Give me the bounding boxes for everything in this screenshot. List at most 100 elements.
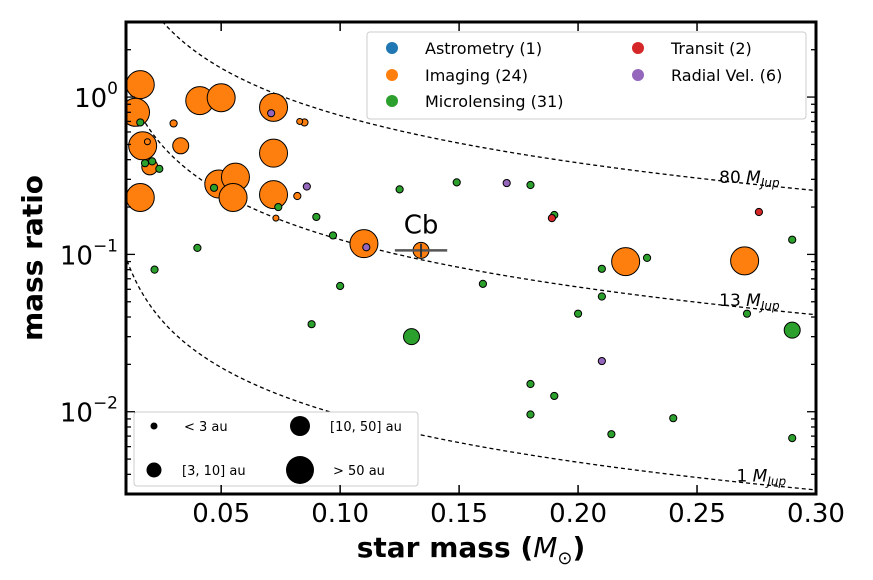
point-imaging-1 <box>126 97 151 127</box>
point-imaging-18 <box>272 214 280 222</box>
point-microlensing-15 <box>478 279 487 288</box>
point-imaging-20 <box>349 229 379 259</box>
x-tick-label: 0.20 <box>549 499 607 529</box>
size-legend-marker <box>290 416 310 436</box>
legend-box <box>366 31 807 120</box>
point-microlensing-17 <box>526 379 535 389</box>
point-microlensing-11 <box>336 281 345 291</box>
point-microlensing-22 <box>597 264 606 273</box>
annotation-layer: 80 MJup 13 MJup 1 MJup Cb <box>394 168 786 489</box>
mass-curves <box>126 22 816 491</box>
point-imaging-13 <box>259 138 289 168</box>
point-imaging-11 <box>218 182 248 212</box>
y-tick-label: 10−2 <box>60 394 118 429</box>
legend-marker <box>632 42 644 54</box>
point-microlensing-0 <box>136 118 145 127</box>
point-microlensing-16 <box>526 180 535 190</box>
legend-marker <box>386 69 398 81</box>
size-legend-label: [3, 10] au <box>182 464 246 479</box>
point-imaging-15 <box>293 191 302 201</box>
point-imaging-22 <box>611 247 641 277</box>
legend-marker <box>632 69 644 81</box>
point-microlensing-18 <box>526 410 535 419</box>
point-microlensing-29 <box>788 433 797 443</box>
legend-label: Transit (2) <box>670 39 752 58</box>
point-microlensing-28 <box>788 235 797 244</box>
size-legend-marker <box>286 456 314 484</box>
point-microlensing-10 <box>328 231 338 240</box>
point-microlensing-7 <box>274 202 283 212</box>
y-tick-label: 10−1 <box>60 236 118 271</box>
category-legend: Astrometry (1) Imaging (24) Microlensing (… <box>366 31 807 120</box>
x-axis-title: star mass (M⊙) <box>357 531 586 569</box>
x-tick-label: 0.05 <box>192 499 250 529</box>
point-transit-1 <box>754 207 764 217</box>
curve-label-13-mjup: 13 MJup <box>719 291 780 313</box>
data-points <box>126 70 824 443</box>
size-legend-label: [10, 50] au <box>330 420 402 435</box>
mass-curve-1-mjup <box>126 255 816 491</box>
legend-label: Microlensing (31) <box>425 92 564 111</box>
axis-ticks: 0.05 0.10 0.15 0.20 0.25 0.30 100 10−1 10−2 <box>60 21 845 529</box>
point-microlensing-9 <box>312 212 321 222</box>
point-microlensing-21 <box>573 309 583 318</box>
point-imaging-19 <box>143 138 151 146</box>
point-microlensing-2 <box>148 157 157 166</box>
point-microlensing-8 <box>307 320 316 329</box>
y-tick-label: 100 <box>74 79 118 114</box>
point-imaging-0 <box>126 70 155 100</box>
point-imaging-6 <box>172 137 190 155</box>
mass-curve-80-mjup <box>161 22 816 192</box>
size-legend: < 3 au [10, 50] au [3, 10] au > 50 au <box>133 411 419 487</box>
point-imaging-14 <box>259 180 289 210</box>
plot-frame <box>124 20 818 496</box>
point-microlensing-5 <box>193 243 202 252</box>
legend-marker <box>386 42 398 54</box>
x-tick-label: 0.15 <box>430 499 488 529</box>
point-microlensing-30 <box>783 321 801 339</box>
curve-label-80-mjup: 80 MJup <box>719 168 780 190</box>
point-imaging-2 <box>128 131 158 161</box>
size-legend-label: < 3 au <box>184 420 228 435</box>
size-legend-marker <box>146 462 162 478</box>
point-microlensing-14 <box>452 178 461 187</box>
legend-label: Imaging (24) <box>425 66 528 85</box>
legend-label: Astrometry (1) <box>425 39 542 58</box>
x-tick-label: 0.25 <box>668 499 726 529</box>
point-imaging-23 <box>730 246 760 276</box>
x-tick-label: 0.30 <box>787 499 845 529</box>
point-microlensing-6 <box>209 183 219 192</box>
point-radial-vel-3 <box>502 178 511 188</box>
legend-label: Radial Vel. (6) <box>671 66 782 85</box>
point-microlensing-25 <box>642 253 652 263</box>
point-imaging-17 <box>296 117 304 125</box>
point-microlensing-3 <box>155 164 164 173</box>
point-microlensing-26 <box>669 414 678 423</box>
point-microlensing-20 <box>550 391 559 401</box>
cb-label: Cb <box>404 210 439 240</box>
point-radial-vel-4 <box>597 356 606 366</box>
point-radial-vel-0 <box>267 109 276 118</box>
point-astrometry-0 <box>817 219 824 226</box>
point-microlensing-1 <box>140 159 150 168</box>
point-imaging-8 <box>206 83 236 113</box>
size-legend-marker <box>150 422 158 430</box>
legend-marker <box>386 95 398 107</box>
mass-curve-13-mjup <box>126 80 816 316</box>
x-tick-label: 0.10 <box>311 499 369 529</box>
point-imaging-5 <box>169 119 178 128</box>
point-microlensing-23 <box>597 292 606 301</box>
point-imaging-12 <box>259 92 289 122</box>
size-legend-box <box>133 411 419 487</box>
point-microlensing-4 <box>150 265 159 274</box>
point-microlensing-13 <box>403 328 421 346</box>
curve-label-1-mjup: 1 MJup <box>736 467 786 489</box>
point-radial-vel-1 <box>302 182 311 191</box>
point-microlensing-27 <box>742 309 752 318</box>
point-radial-vel-2 <box>362 243 371 252</box>
point-microlensing-12 <box>395 185 404 194</box>
point-transit-0 <box>547 214 557 223</box>
size-legend-label: > 50 au <box>333 464 385 479</box>
y-axis-title: mass ratio <box>16 175 49 341</box>
